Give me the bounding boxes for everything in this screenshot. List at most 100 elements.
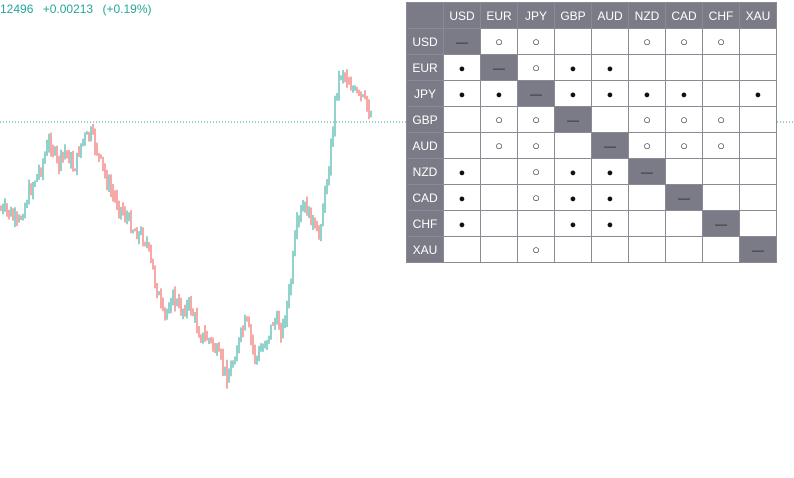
matrix-cell[interactable]: ○	[702, 28, 740, 55]
matrix-cell[interactable]: ○	[702, 106, 740, 133]
matrix-cell[interactable]: ●	[591, 80, 629, 107]
matrix-cell[interactable]: —	[665, 184, 703, 211]
col-header[interactable]: GBP	[554, 2, 592, 29]
matrix-cell[interactable]: ●	[739, 80, 777, 107]
matrix-cell[interactable]: ●	[443, 80, 481, 107]
matrix-cell[interactable]: ○	[702, 132, 740, 159]
col-header[interactable]: XAU	[739, 2, 777, 29]
matrix-cell[interactable]: ○	[480, 28, 518, 55]
matrix-cell[interactable]	[591, 28, 629, 55]
row-header[interactable]: USD	[406, 28, 444, 55]
matrix-cell[interactable]	[739, 210, 777, 237]
matrix-cell[interactable]: ○	[480, 132, 518, 159]
col-header[interactable]: EUR	[480, 2, 518, 29]
matrix-cell[interactable]	[702, 184, 740, 211]
matrix-cell[interactable]: ○	[517, 28, 555, 55]
matrix-cell[interactable]	[665, 158, 703, 185]
matrix-cell[interactable]: ○	[517, 106, 555, 133]
matrix-cell[interactable]: ●	[554, 54, 592, 81]
matrix-cell[interactable]: ○	[628, 132, 666, 159]
matrix-cell[interactable]	[665, 54, 703, 81]
matrix-cell[interactable]: ●	[591, 158, 629, 185]
row-header[interactable]: GBP	[406, 106, 444, 133]
matrix-cell[interactable]: ●	[443, 210, 481, 237]
matrix-cell[interactable]: —	[480, 54, 518, 81]
matrix-cell[interactable]	[517, 210, 555, 237]
matrix-cell[interactable]	[480, 158, 518, 185]
matrix-cell[interactable]: ●	[554, 184, 592, 211]
matrix-cell[interactable]: ●	[591, 210, 629, 237]
row-header[interactable]: AUD	[406, 132, 444, 159]
matrix-cell[interactable]: ○	[628, 28, 666, 55]
row-header[interactable]: CHF	[406, 210, 444, 237]
matrix-cell[interactable]	[480, 184, 518, 211]
matrix-cell[interactable]: ○	[480, 106, 518, 133]
matrix-cell[interactable]: —	[739, 236, 777, 263]
row-header[interactable]: EUR	[406, 54, 444, 81]
matrix-cell[interactable]	[480, 210, 518, 237]
matrix-cell[interactable]	[628, 54, 666, 81]
matrix-cell[interactable]: —	[554, 106, 592, 133]
matrix-cell[interactable]: ○	[665, 28, 703, 55]
matrix-cell[interactable]	[739, 184, 777, 211]
row-header[interactable]: JPY	[406, 80, 444, 107]
matrix-cell[interactable]: ○	[517, 132, 555, 159]
matrix-cell[interactable]: ●	[591, 184, 629, 211]
matrix-cell[interactable]	[702, 54, 740, 81]
matrix-cell[interactable]: —	[443, 28, 481, 55]
matrix-cell[interactable]	[665, 210, 703, 237]
matrix-cell[interactable]: ○	[665, 132, 703, 159]
col-header[interactable]: JPY	[517, 2, 555, 29]
matrix-cell[interactable]: —	[628, 158, 666, 185]
matrix-cell[interactable]: —	[591, 132, 629, 159]
matrix-cell[interactable]: ○	[517, 236, 555, 263]
matrix-cell[interactable]	[443, 106, 481, 133]
matrix-cell[interactable]	[591, 106, 629, 133]
matrix-cell[interactable]: ●	[554, 158, 592, 185]
matrix-cell[interactable]: ○	[517, 54, 555, 81]
row-header[interactable]: NZD	[406, 158, 444, 185]
matrix-cell[interactable]	[739, 28, 777, 55]
matrix-cell[interactable]	[443, 132, 481, 159]
matrix-cell[interactable]	[591, 236, 629, 263]
matrix-cell[interactable]	[739, 54, 777, 81]
matrix-cell[interactable]: ●	[443, 158, 481, 185]
row-header[interactable]: CAD	[406, 184, 444, 211]
matrix-cell[interactable]: —	[517, 80, 555, 107]
col-header[interactable]: CHF	[702, 2, 740, 29]
col-header[interactable]: NZD	[628, 2, 666, 29]
matrix-cell[interactable]: —	[702, 210, 740, 237]
matrix-cell[interactable]: ●	[591, 54, 629, 81]
matrix-cell[interactable]: ○	[517, 158, 555, 185]
matrix-cell[interactable]	[554, 236, 592, 263]
matrix-cell[interactable]	[554, 28, 592, 55]
matrix-cell[interactable]	[739, 132, 777, 159]
matrix-cell[interactable]	[665, 236, 703, 263]
matrix-cell[interactable]: ●	[554, 210, 592, 237]
matrix-cell[interactable]: ●	[480, 80, 518, 107]
matrix-cell[interactable]: ●	[443, 54, 481, 81]
row-header[interactable]: XAU	[406, 236, 444, 263]
matrix-cell[interactable]	[443, 236, 481, 263]
col-header[interactable]: USD	[443, 2, 481, 29]
matrix-cell[interactable]: ○	[628, 106, 666, 133]
matrix-cell[interactable]: ●	[554, 80, 592, 107]
matrix-cell[interactable]	[702, 80, 740, 107]
matrix-cell[interactable]	[628, 210, 666, 237]
matrix-cell[interactable]: ●	[443, 184, 481, 211]
matrix-cell[interactable]	[628, 236, 666, 263]
matrix-cell[interactable]: ○	[665, 106, 703, 133]
matrix-cell[interactable]: ●	[665, 80, 703, 107]
matrix-cell[interactable]	[702, 236, 740, 263]
matrix-cell[interactable]	[480, 236, 518, 263]
matrix-cell[interactable]: ○	[517, 184, 555, 211]
matrix-cell[interactable]	[702, 158, 740, 185]
col-header[interactable]: CAD	[665, 2, 703, 29]
matrix-cell[interactable]	[628, 184, 666, 211]
col-header[interactable]: AUD	[591, 2, 629, 29]
matrix-cell[interactable]	[739, 106, 777, 133]
matrix-cell[interactable]: ●	[628, 80, 666, 107]
matrix-cell[interactable]	[739, 158, 777, 185]
matrix-cell[interactable]	[554, 132, 592, 159]
